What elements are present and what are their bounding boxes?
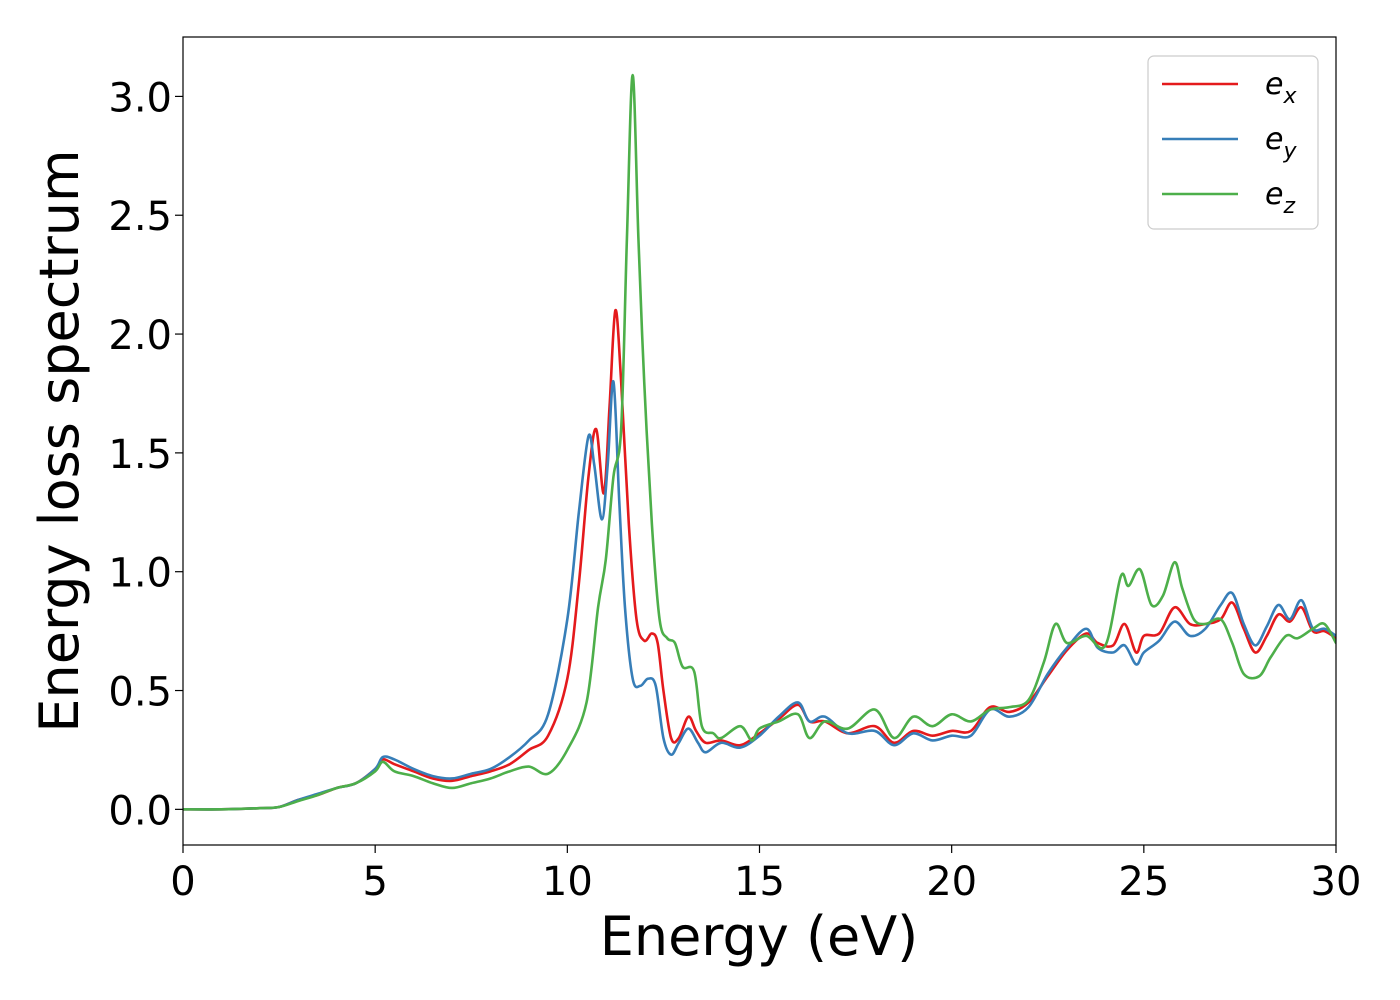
x-tick-label: 20 (926, 859, 977, 905)
series-line-y (183, 380, 1336, 811)
x-tick-label: 0 (170, 859, 195, 905)
legend-box (1147, 55, 1319, 230)
x-tick-label: 5 (362, 859, 387, 905)
y-tick-label: 0.5 (108, 670, 172, 716)
y-tick-label: 3.0 (108, 75, 172, 121)
plot-area (183, 37, 1336, 845)
y-tick-label: 1.5 (108, 432, 172, 478)
y-tick-label: 0.0 (108, 788, 172, 834)
y-tick-label: 2.5 (108, 194, 172, 240)
y-axis-label: Energy loss spectrum (28, 149, 91, 732)
x-tick-label: 30 (1311, 859, 1362, 905)
series-line-z (183, 73, 1336, 811)
x-tick-label: 10 (542, 859, 593, 905)
series-line-x (183, 308, 1336, 811)
y-tick-label: 1.0 (108, 551, 172, 597)
y-tick-label: 2.0 (108, 313, 172, 359)
x-tick-label: 15 (734, 859, 785, 905)
x-axis-label: Energy (eV) (600, 905, 919, 968)
x-tick-label: 25 (1118, 859, 1169, 905)
